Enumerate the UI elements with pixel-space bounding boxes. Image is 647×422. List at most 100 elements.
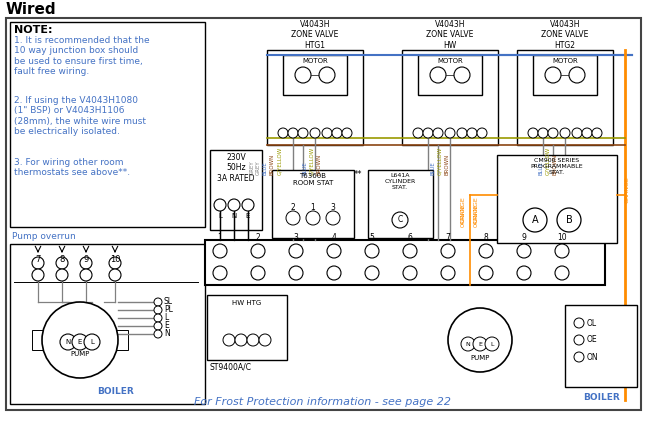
Circle shape — [365, 244, 379, 258]
Circle shape — [310, 128, 320, 138]
Circle shape — [154, 322, 162, 330]
Bar — [210, 150, 262, 230]
Text: 1: 1 — [311, 203, 315, 213]
Circle shape — [295, 67, 311, 83]
Circle shape — [430, 67, 446, 83]
Text: ORANGE: ORANGE — [474, 197, 479, 223]
Circle shape — [403, 266, 417, 280]
Text: G/YELLOW: G/YELLOW — [309, 147, 314, 175]
Text: 5: 5 — [369, 233, 375, 242]
Text: 6: 6 — [408, 233, 412, 242]
Bar — [116, 330, 128, 350]
Text: N: N — [65, 339, 71, 345]
Circle shape — [327, 244, 341, 258]
Text: BROWN: BROWN — [316, 154, 322, 175]
Text: PL: PL — [164, 306, 173, 314]
Circle shape — [403, 244, 417, 258]
Circle shape — [413, 128, 423, 138]
Circle shape — [84, 334, 100, 350]
Circle shape — [448, 308, 512, 372]
Text: HW HTG: HW HTG — [232, 300, 261, 306]
Bar — [205, 240, 605, 285]
Circle shape — [289, 266, 303, 280]
Text: 2. If using the V4043H1080
(1" BSP) or V4043H1106
(28mm), the white wire must
be: 2. If using the V4043H1080 (1" BSP) or V… — [14, 96, 146, 136]
Text: 10: 10 — [110, 255, 120, 264]
Circle shape — [223, 334, 235, 346]
Text: ORANGE: ORANGE — [461, 203, 465, 227]
Text: E: E — [78, 339, 82, 345]
Bar — [10, 22, 205, 227]
Circle shape — [441, 266, 455, 280]
Text: C: C — [397, 216, 402, 225]
Circle shape — [477, 128, 487, 138]
Bar — [497, 155, 617, 243]
Text: MOTOR: MOTOR — [552, 58, 578, 64]
Bar — [533, 55, 597, 95]
Text: BROWN: BROWN — [553, 154, 558, 175]
Text: 3: 3 — [331, 203, 335, 213]
Circle shape — [247, 334, 259, 346]
Circle shape — [251, 266, 265, 280]
Text: ORANGE: ORANGE — [474, 203, 479, 227]
Circle shape — [457, 128, 467, 138]
Circle shape — [441, 244, 455, 258]
Circle shape — [214, 199, 226, 211]
Text: 7: 7 — [36, 255, 41, 264]
Circle shape — [154, 314, 162, 322]
Circle shape — [517, 244, 531, 258]
Circle shape — [298, 128, 308, 138]
Circle shape — [574, 318, 584, 328]
Circle shape — [574, 335, 584, 345]
Circle shape — [286, 211, 300, 225]
Text: V4043H
ZONE VALVE
HTG1: V4043H ZONE VALVE HTG1 — [291, 20, 338, 50]
Circle shape — [392, 212, 408, 228]
Bar — [418, 55, 482, 95]
Circle shape — [342, 128, 352, 138]
Circle shape — [109, 269, 121, 281]
Text: T6360B
ROOM STAT: T6360B ROOM STAT — [293, 173, 333, 186]
Circle shape — [423, 128, 433, 138]
Text: 9: 9 — [521, 233, 527, 242]
Circle shape — [445, 128, 455, 138]
Text: E: E — [164, 322, 169, 330]
Bar — [283, 55, 347, 95]
Circle shape — [60, 334, 76, 350]
Circle shape — [555, 266, 569, 280]
Circle shape — [326, 211, 340, 225]
Text: G/YELLOW: G/YELLOW — [545, 147, 551, 175]
Bar — [565, 305, 637, 387]
Bar — [517, 50, 613, 145]
Circle shape — [454, 67, 470, 83]
Circle shape — [467, 128, 477, 138]
Circle shape — [523, 208, 547, 232]
Text: For Frost Protection information - see page 22: For Frost Protection information - see p… — [195, 397, 452, 407]
Circle shape — [548, 128, 558, 138]
Text: BLUE: BLUE — [303, 161, 307, 175]
Text: OE: OE — [587, 335, 598, 344]
Bar — [207, 295, 287, 360]
Text: BROWN: BROWN — [270, 154, 274, 175]
Circle shape — [322, 128, 332, 138]
Circle shape — [327, 266, 341, 280]
Circle shape — [517, 266, 531, 280]
Circle shape — [42, 302, 118, 378]
Circle shape — [213, 266, 227, 280]
Text: MOTOR: MOTOR — [302, 58, 328, 64]
Text: 1: 1 — [217, 233, 223, 242]
Circle shape — [56, 269, 68, 281]
Text: MOTOR: MOTOR — [437, 58, 463, 64]
Text: 8: 8 — [60, 255, 65, 264]
Circle shape — [569, 67, 585, 83]
Bar — [267, 50, 363, 145]
Circle shape — [574, 352, 584, 362]
Text: 7: 7 — [446, 233, 450, 242]
Text: BLUE: BLUE — [263, 161, 267, 175]
Text: ON: ON — [587, 352, 598, 362]
Text: L: L — [90, 339, 94, 345]
Circle shape — [154, 330, 162, 338]
Text: A: A — [532, 215, 538, 225]
Circle shape — [154, 306, 162, 314]
Text: G/YELLOW: G/YELLOW — [278, 147, 283, 175]
Text: N: N — [164, 330, 170, 338]
Text: Pump overrun: Pump overrun — [12, 232, 76, 241]
